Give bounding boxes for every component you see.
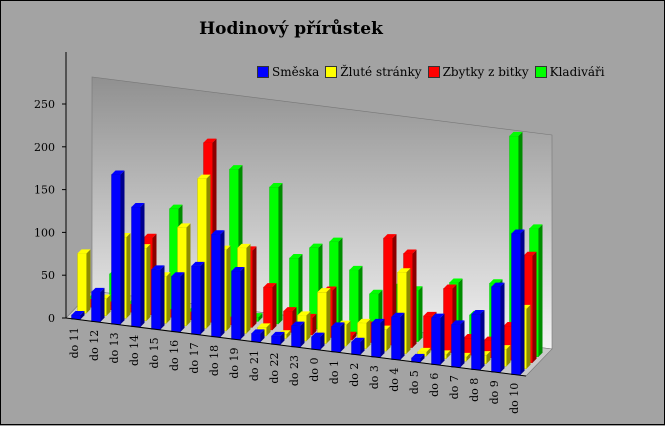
legend-label: Zbytky z bitky (442, 65, 529, 79)
x-tick-label: do 17 (188, 342, 201, 373)
x-tick-label: do 10 (508, 383, 521, 414)
x-tick-label: do 2 (348, 363, 361, 387)
y-tick-label: 100 (34, 226, 55, 239)
legend-swatch (257, 66, 269, 78)
x-tick-label: do 6 (428, 373, 441, 397)
legend-item: Směska (257, 65, 319, 79)
y-tick-label: 0 (48, 312, 55, 325)
bar-Směska-do-4 (391, 312, 405, 360)
x-tick-label: do 16 (168, 340, 181, 371)
bar-Směska-do-5 (411, 353, 425, 363)
x-axis-line (65, 317, 527, 377)
x-tick-label: do 19 (228, 347, 241, 378)
x-tick-label: do 5 (408, 370, 421, 394)
x-tick-label: do 13 (108, 332, 121, 363)
x-tick-label: do 8 (468, 378, 481, 402)
bar-Směska-do-10 (511, 229, 525, 375)
legend-item: Zbytky z bitky (427, 65, 529, 79)
legend-swatch (534, 66, 547, 78)
legend-swatch (325, 66, 338, 78)
x-tick-label: do 9 (488, 380, 501, 404)
bar-Směska-do-17 (191, 261, 205, 335)
bar-Směska-do-16 (171, 272, 185, 333)
legend-item: Kladiváři (534, 65, 605, 79)
bar-Žluté-stránky-do-2 (357, 318, 371, 349)
x-tick-label: do 7 (448, 375, 461, 399)
bar-Kladiváři-do-22 (289, 253, 303, 327)
y-tick-label: 50 (41, 269, 55, 282)
legend-swatch (427, 66, 440, 78)
bar-Směska-do-0 (311, 332, 325, 350)
chart-title: Hodinový přírůstek (199, 19, 383, 39)
bar-Směska-do-3 (371, 318, 385, 358)
x-tick-label: do 12 (88, 330, 101, 361)
bar-Směska-do-9 (491, 282, 505, 373)
bar-Směska-do-12 (91, 287, 105, 322)
bar-Směska-do-8 (471, 310, 485, 370)
x-tick-label: do 18 (208, 345, 221, 376)
bar-Směska-do-1 (331, 322, 345, 353)
bar-Směska-do-2 (351, 337, 365, 355)
bar-Směska-do-18 (211, 230, 225, 338)
x-tick-label: do 3 (368, 365, 381, 389)
bar-Směska-do-7 (451, 320, 465, 368)
x-tick-label: do 14 (128, 335, 141, 366)
y-tick-label: 150 (34, 184, 55, 197)
x-tick-label: do 4 (388, 368, 401, 392)
y-tick-label: 250 (34, 98, 55, 111)
bar-Zbytky-z-bitky-do-22 (283, 307, 297, 333)
y-tick-label: 200 (34, 141, 55, 154)
x-tick-label: do 1 (328, 360, 341, 384)
legend-label: Směska (272, 65, 320, 79)
bar-Směska-do-13 (111, 170, 125, 325)
bar-Žluté-stránky-do-0 (317, 288, 331, 344)
bar-Kladiváři-do-1 (349, 265, 363, 335)
legend-item: Žluté stránky (325, 65, 422, 79)
bar-Žluté-stránky-do-17 (197, 174, 211, 329)
x-tick-label: do 11 (68, 327, 81, 358)
bar-Směska-do-6 (431, 313, 445, 365)
x-tick-label: do 15 (148, 337, 161, 368)
bar-Žluté-stránky-do-11 (77, 249, 91, 314)
bar-Směska-do-22 (271, 331, 285, 345)
x-tick-label: do 23 (288, 355, 301, 386)
bar-Směska-do-14 (131, 202, 145, 328)
chart-legend: Směska Žluté stránky Zbytky z bitky Kladivá… (257, 65, 605, 79)
x-tick-label: do 21 (248, 350, 261, 381)
x-tick-label: do 22 (268, 352, 281, 383)
bar-Směska-do-23 (291, 321, 305, 348)
bar-Směska-do-15 (151, 265, 165, 330)
x-tick-label: do 0 (308, 358, 321, 382)
legend-label: Žluté stránky (340, 65, 422, 79)
legend-label: Kladiváři (549, 65, 605, 79)
bar-Zbytky-z-bitky-do-21 (263, 283, 277, 331)
bar-Směska-do-19 (231, 266, 245, 340)
